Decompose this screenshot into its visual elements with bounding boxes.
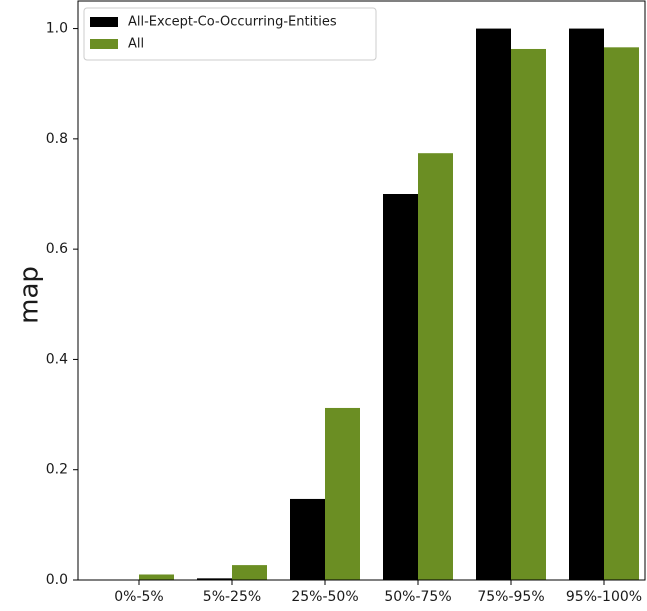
plot-area-frame	[77, 0, 646, 581]
x-tick-label: 95%-100%	[566, 589, 642, 605]
bar-all-0	[139, 574, 174, 580]
y-axis-label: map	[15, 266, 45, 324]
legend-box	[83, 7, 377, 61]
bar-all-except-1	[197, 578, 232, 580]
bar-all-except-4	[476, 28, 511, 581]
x-tick-label: 50%-75%	[384, 589, 451, 605]
legend-swatch-all-except	[90, 17, 118, 27]
y-tick-label: 0.6	[46, 241, 68, 257]
y-tick-label: 0.4	[46, 351, 68, 367]
x-tick-label: 5%-25%	[203, 589, 261, 605]
bar-all-except-5	[569, 28, 604, 581]
y-tick-label: 0.0	[46, 572, 68, 588]
legend-label-all: All	[128, 37, 144, 52]
bars-layer	[139, 28, 639, 581]
y-tick-label: 0.2	[46, 462, 68, 478]
y-axis: 0.0 0.2 0.4 0.6 0.8 1.0	[46, 21, 78, 588]
legend-swatch-all	[90, 39, 118, 49]
x-axis: 0%-5% 5%-25% 25%-50% 50%-75% 75%-95% 95%-100%	[114, 580, 642, 605]
bar-all-except-2	[290, 498, 325, 580]
legend-label-all-except: All-Except-Co-Occurring-Entities	[128, 15, 337, 30]
y-tick-label: 1.0	[46, 21, 68, 37]
legend: All-Except-Co-Occurring-Entities All	[83, 7, 377, 61]
bar-all-2	[325, 407, 360, 580]
x-tick-label: 75%-95%	[477, 589, 544, 605]
bar-all-except-3	[383, 194, 418, 580]
x-tick-label: 0%-5%	[114, 589, 163, 605]
bar-all-1	[232, 565, 267, 580]
y-tick-label: 0.8	[46, 131, 68, 147]
bar-all-3	[418, 153, 453, 581]
x-tick-label: 25%-50%	[291, 589, 358, 605]
bar-all-5	[604, 47, 639, 580]
bar-all-4	[511, 48, 546, 580]
